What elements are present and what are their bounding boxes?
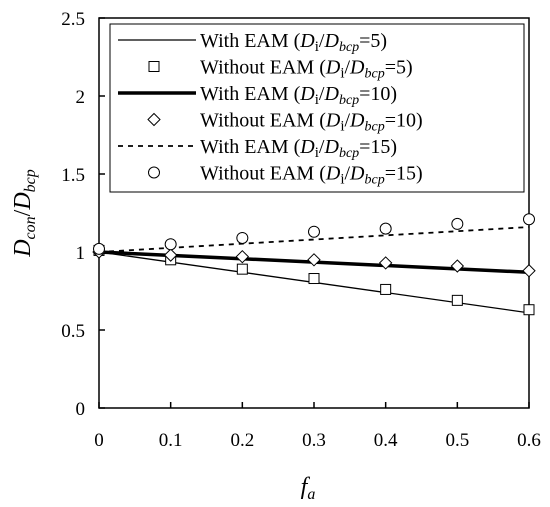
legend-D: D bbox=[323, 136, 339, 158]
data-point bbox=[308, 273, 320, 285]
x-tick-label: 0.6 bbox=[517, 430, 541, 451]
data-point bbox=[451, 294, 463, 306]
legend-sub-bcp: bcp bbox=[339, 40, 359, 55]
legend-label: With EAM (Di/Dbcp=10) bbox=[200, 83, 397, 108]
legend-slash: / bbox=[344, 57, 350, 79]
data-point bbox=[236, 231, 249, 244]
x-tick-label: 0.5 bbox=[445, 430, 469, 451]
x-axis: 0 0.1 0.2 0.3 0.4 0.5 0.6 bbox=[94, 402, 541, 451]
legend-prefix: With EAM ( bbox=[200, 136, 301, 158]
legend-label: With EAM (Di/Dbcp=15) bbox=[200, 136, 397, 161]
x-axis-title: fa bbox=[301, 474, 316, 503]
data-point bbox=[380, 283, 392, 295]
legend-sub-bcp: bcp bbox=[339, 146, 359, 161]
data-point bbox=[236, 263, 248, 275]
series-layer bbox=[92, 213, 536, 316]
legend-prefix: Without EAM ( bbox=[200, 163, 326, 185]
legend-marker bbox=[148, 166, 160, 179]
legend-sub-i: i bbox=[340, 66, 344, 82]
legend-suffix: =15) bbox=[359, 136, 397, 158]
y-tick-label: 2 bbox=[76, 87, 86, 108]
data-point bbox=[93, 242, 105, 255]
legend-D: D bbox=[349, 163, 365, 185]
data-point bbox=[307, 253, 321, 267]
data-point bbox=[235, 249, 250, 264]
legend-marker bbox=[147, 112, 161, 127]
legend-label: With EAM (Di/Dbcp=5) bbox=[200, 30, 387, 55]
legend-slash: / bbox=[319, 136, 325, 158]
legend-sub-bcp: bcp bbox=[365, 67, 385, 82]
legend-slash: / bbox=[344, 163, 350, 185]
x-tick-label: 0.2 bbox=[230, 430, 254, 451]
legend: With EAM (Di/Dbcp=5)Without EAM (Di/Dbcp… bbox=[109, 23, 525, 193]
data-point bbox=[450, 259, 465, 273]
data-point bbox=[523, 213, 535, 226]
data-point bbox=[164, 238, 177, 251]
data-point bbox=[451, 217, 464, 230]
legend-D: D bbox=[349, 110, 365, 132]
legend-sub-bcp: bcp bbox=[339, 93, 359, 108]
data-point bbox=[378, 256, 393, 270]
legend-marker bbox=[148, 61, 160, 72]
legend-d: D bbox=[325, 57, 341, 79]
legend-prefix: Without EAM ( bbox=[200, 57, 326, 79]
legend-prefix: With EAM ( bbox=[200, 83, 301, 105]
legend-slash: / bbox=[319, 83, 325, 105]
legend-suffix: =10) bbox=[359, 83, 397, 105]
y-axis: 0 0.5 1 1.5 2 2.5 bbox=[61, 9, 105, 420]
y-axis-title: Dcon/Dbcp bbox=[10, 169, 39, 258]
legend-D: D bbox=[349, 57, 365, 79]
y-tick-label: 1 bbox=[76, 243, 86, 264]
legend-sub-i: i bbox=[340, 119, 344, 135]
legend-d: D bbox=[299, 83, 315, 105]
data-point bbox=[522, 264, 536, 278]
legend-label: Without EAM (Di/Dbcp=5) bbox=[200, 57, 413, 82]
data-point bbox=[379, 222, 392, 235]
legend-label: Without EAM (Di/Dbcp=10) bbox=[200, 110, 423, 135]
legend-d: D bbox=[299, 30, 315, 52]
x-tick-label: 0.3 bbox=[302, 430, 326, 451]
legend-suffix: =15) bbox=[385, 163, 423, 185]
legend-slash: / bbox=[319, 30, 325, 52]
legend-D: D bbox=[323, 30, 339, 52]
legend-suffix: =5) bbox=[385, 57, 413, 79]
data-point bbox=[308, 225, 320, 238]
legend-symbols bbox=[118, 39, 196, 179]
legend-sub-bcp: bcp bbox=[365, 173, 385, 188]
legend-sub-bcp: bcp bbox=[365, 120, 385, 135]
y-tick-label: 1.5 bbox=[61, 165, 85, 186]
y-tick-label: 2.5 bbox=[61, 9, 85, 30]
legend-d: D bbox=[299, 136, 315, 158]
legend-D: D bbox=[323, 83, 339, 105]
y-tick-label: 0.5 bbox=[61, 321, 85, 342]
legend-sub-i: i bbox=[340, 172, 344, 188]
y-tick-label: 0 bbox=[76, 399, 86, 420]
legend-suffix: =10) bbox=[385, 110, 423, 132]
legend-d: D bbox=[325, 110, 341, 132]
legend-suffix: =5) bbox=[359, 30, 387, 52]
x-tick-label: 0.1 bbox=[159, 430, 183, 451]
legend-box bbox=[109, 23, 525, 193]
data-point bbox=[523, 304, 535, 316]
legend-d: D bbox=[325, 163, 341, 185]
data-point bbox=[163, 248, 178, 262]
legend-prefix: Without EAM ( bbox=[200, 110, 326, 132]
legend-sub-i: i bbox=[315, 39, 319, 55]
legend-label: Without EAM (Di/Dbcp=15) bbox=[200, 163, 423, 188]
legend-sub-i: i bbox=[315, 145, 319, 161]
legend-slash: / bbox=[344, 110, 350, 132]
x-tick-label: 0.4 bbox=[374, 430, 398, 451]
legend-prefix: With EAM ( bbox=[200, 30, 301, 52]
legend-labels: With EAM (Di/Dbcp=5)Without EAM (Di/Dbcp… bbox=[200, 30, 423, 188]
legend-sub-i: i bbox=[315, 92, 319, 108]
x-tick-label: 0 bbox=[94, 430, 104, 451]
